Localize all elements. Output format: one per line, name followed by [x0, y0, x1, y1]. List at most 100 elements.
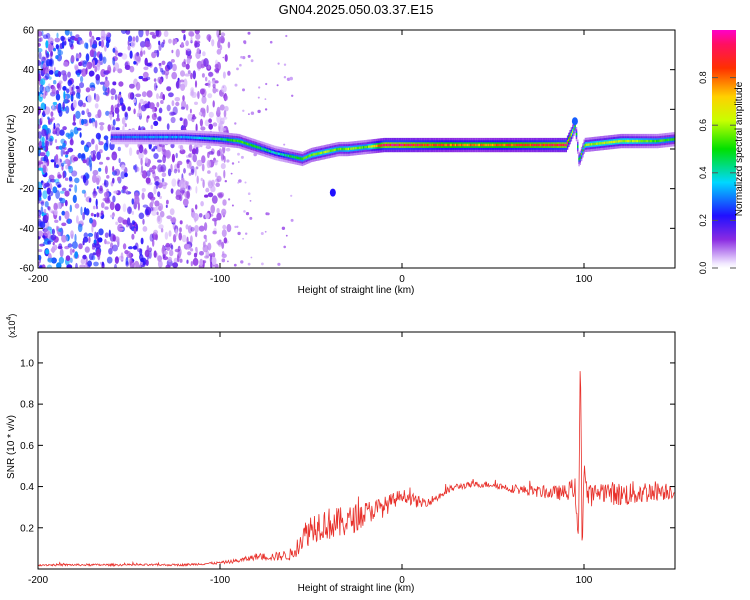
noise-speckle — [190, 235, 193, 244]
noise-speckle — [192, 154, 197, 163]
noise-speckle — [153, 206, 159, 211]
noise-speckle — [283, 245, 287, 249]
noise-speckle — [48, 43, 53, 53]
noise-speckle — [97, 253, 101, 261]
noise-speckle — [47, 240, 52, 245]
noise-speckle — [85, 87, 91, 93]
signal-band-cell — [375, 144, 378, 148]
signal-band-cell — [271, 150, 273, 154]
noise-speckle — [249, 216, 253, 220]
signal-band-cell — [201, 136, 203, 140]
signal-band-cell — [215, 137, 217, 140]
signal-band-cell — [512, 143, 514, 147]
noise-speckle — [195, 247, 198, 252]
signal-band-cell — [412, 143, 415, 147]
noise-speckle — [149, 31, 155, 36]
noise-speckle — [188, 30, 195, 37]
noise-speckle — [74, 65, 79, 71]
noise-speckle — [264, 108, 268, 111]
signal-band-cell — [137, 135, 139, 139]
noise-speckle — [172, 262, 179, 268]
noise-speckle — [166, 199, 169, 205]
noise-speckle — [202, 51, 206, 57]
noise-speckle — [210, 204, 215, 214]
noise-speckle — [202, 241, 206, 248]
noise-speckle — [194, 225, 199, 233]
signal-band-cell — [617, 140, 620, 143]
noise-speckle — [65, 235, 68, 242]
noise-speckle — [128, 35, 133, 42]
signal-band-cell — [416, 143, 418, 147]
signal-band-cell — [485, 143, 487, 147]
signal-band-cell — [229, 138, 231, 142]
noise-speckle — [122, 243, 127, 250]
signal-band-cell — [350, 147, 352, 150]
noise-speckle — [151, 113, 157, 121]
noise-speckle — [185, 48, 191, 52]
y-tick-label: 0.6 — [20, 441, 34, 452]
signal-band-cell — [652, 139, 654, 143]
x-tick-label: 0 — [399, 274, 405, 285]
signal-band-cell — [594, 142, 597, 146]
spectrogram-y-axis-label: Frequency (Hz) — [6, 115, 17, 184]
signal-band-cell — [118, 135, 120, 139]
snr-panel: -200 -100 0 100 0.2 0.4 0.6 0.8 1.0 Height of s… — [6, 314, 676, 594]
noise-speckle — [163, 70, 170, 76]
signal-band-cell — [405, 143, 407, 147]
noise-speckle — [157, 191, 161, 198]
noise-speckle — [224, 95, 229, 101]
noise-speckle — [85, 208, 90, 216]
noise-speckle — [236, 67, 239, 71]
noise-speckle — [142, 218, 145, 225]
signal-band-cell — [127, 135, 129, 139]
signal-band-cell — [132, 135, 134, 139]
signal-band-cell — [151, 135, 153, 139]
y-tick-label: 40 — [23, 65, 35, 76]
signal-band-cell — [202, 136, 204, 140]
signal-band-cell — [268, 149, 271, 153]
signal-band-cell — [312, 153, 314, 156]
noise-speckle — [115, 127, 120, 131]
noise-speckle — [145, 259, 149, 267]
noise-speckle — [95, 74, 100, 81]
noise-speckle — [84, 42, 88, 49]
signal-band-cell — [136, 135, 138, 139]
noise-speckle — [179, 144, 184, 151]
noise-speckle — [76, 73, 80, 77]
noise-speckle — [201, 88, 207, 98]
signal-band-cell — [186, 136, 188, 139]
signal-band-cell — [448, 143, 450, 147]
noise-speckle — [264, 230, 267, 233]
noise-speckle — [205, 187, 210, 193]
signal-band-cell — [192, 136, 194, 139]
signal-band-cell — [286, 154, 288, 157]
signal-band-cell — [671, 138, 673, 141]
noise-speckle — [67, 147, 74, 153]
signal-band-cell — [401, 143, 403, 147]
noise-speckle — [113, 62, 120, 71]
signal-band-cell — [408, 143, 411, 147]
signal-band-cell — [238, 139, 240, 143]
signal-band-cell — [438, 143, 440, 147]
noise-speckle — [47, 37, 54, 44]
noise-speckle — [42, 147, 46, 151]
noise-speckle — [186, 244, 191, 250]
noise-speckle — [160, 100, 164, 104]
noise-speckle — [53, 209, 58, 216]
signal-band-cell — [346, 147, 348, 151]
signal-band-cell — [342, 147, 345, 151]
signal-band-cell — [495, 143, 497, 147]
signal-band-cell — [628, 139, 630, 143]
noise-speckle — [200, 201, 204, 207]
noise-speckle — [44, 182, 50, 187]
noise-speckle — [129, 222, 133, 230]
signal-band-cell — [631, 139, 634, 143]
noise-speckle — [247, 31, 251, 35]
signal-band-cell — [224, 138, 226, 141]
noise-speckle — [57, 228, 62, 232]
noise-speckle — [38, 73, 41, 82]
noise-speckle — [146, 170, 151, 177]
noise-speckle — [59, 197, 66, 204]
noise-speckle — [219, 104, 225, 111]
noise-speckle — [216, 88, 219, 93]
